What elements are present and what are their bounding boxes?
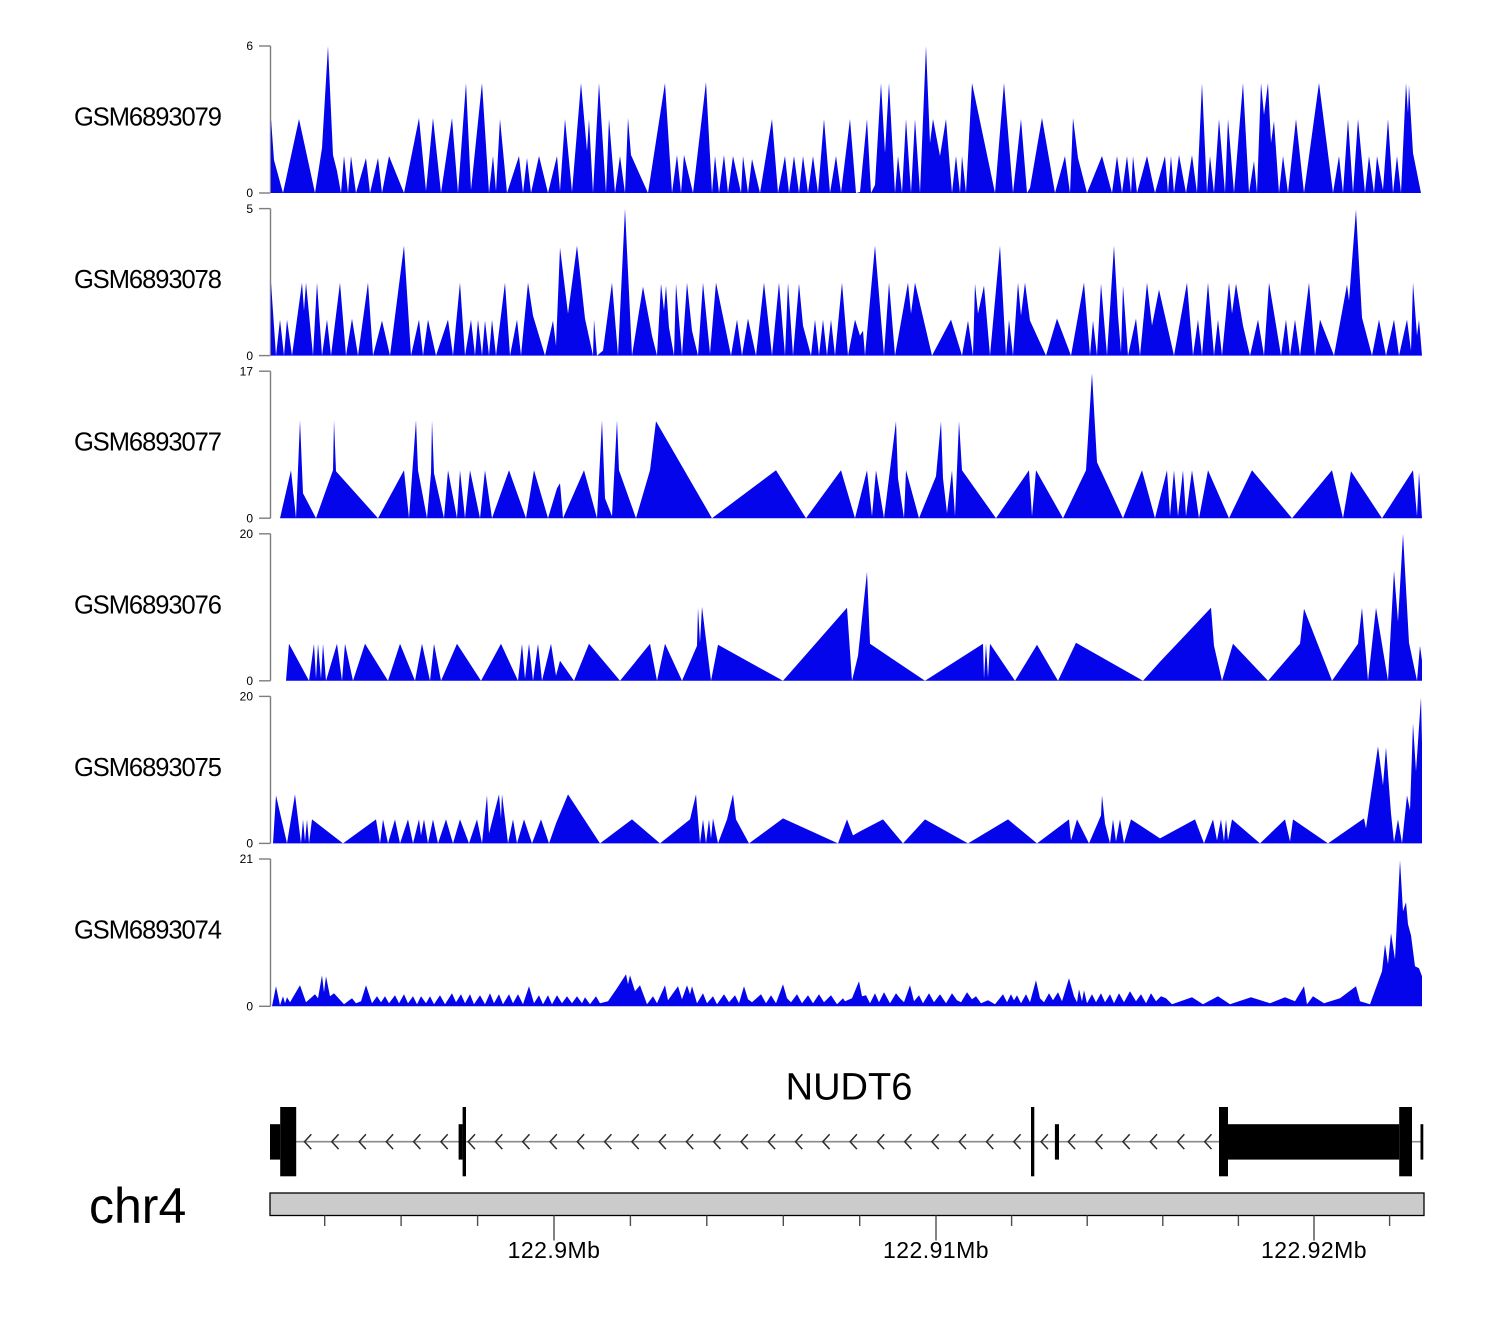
svg-text:122.92Mb: 122.92Mb xyxy=(1261,1237,1367,1263)
svg-text:chr4: chr4 xyxy=(89,1178,186,1234)
svg-text:20: 20 xyxy=(240,690,254,704)
svg-text:0: 0 xyxy=(246,349,253,363)
svg-text:122.91Mb: 122.91Mb xyxy=(883,1237,989,1263)
svg-text:5: 5 xyxy=(246,202,253,216)
svg-text:GSM6893076: GSM6893076 xyxy=(74,591,222,619)
svg-text:GSM6893075: GSM6893075 xyxy=(74,754,222,782)
svg-text:122.9Mb: 122.9Mb xyxy=(508,1237,601,1263)
svg-text:20: 20 xyxy=(240,527,254,541)
svg-text:0: 0 xyxy=(246,837,253,851)
svg-text:17: 17 xyxy=(240,364,254,378)
svg-text:6: 6 xyxy=(246,39,253,53)
svg-text:GSM6893074: GSM6893074 xyxy=(74,917,222,945)
svg-text:0: 0 xyxy=(246,1000,253,1014)
svg-text:GSM6893079: GSM6893079 xyxy=(74,104,221,132)
svg-text:0: 0 xyxy=(246,511,253,525)
svg-text:GSM6893077: GSM6893077 xyxy=(74,429,221,457)
svg-text:NUDT6: NUDT6 xyxy=(786,1067,913,1109)
svg-text:0: 0 xyxy=(246,674,253,688)
svg-text:21: 21 xyxy=(240,852,254,866)
svg-text:GSM6893078: GSM6893078 xyxy=(74,266,222,294)
svg-text:0: 0 xyxy=(246,186,253,200)
